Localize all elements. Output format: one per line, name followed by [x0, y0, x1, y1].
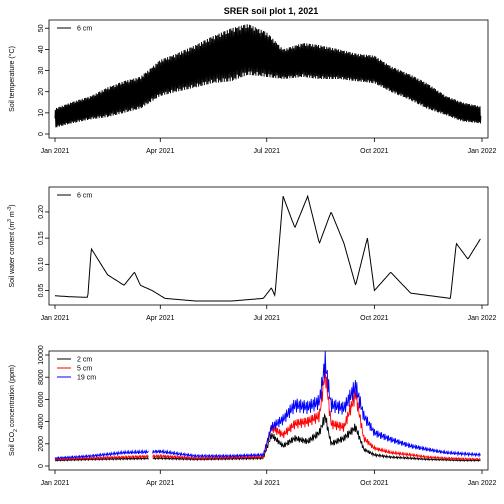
- x-tick-label: Jan 2021: [41, 148, 70, 155]
- y-tick-label: 0: [38, 132, 45, 136]
- y-axis-label-part: 2: [13, 429, 19, 432]
- x-tick-label: Apr 2021: [146, 315, 175, 322]
- y-tick-label: 0.05: [38, 284, 45, 298]
- y-axis-label-part: m: [9, 211, 16, 219]
- x-tick-label: Jan 2022: [468, 480, 497, 487]
- series-line-6cm: [55, 194, 481, 302]
- plot-frame: [48, 19, 489, 139]
- y-tick-label: 2000: [38, 436, 45, 452]
- x-tick-label: Apr 2021: [146, 148, 175, 155]
- chart-panel-2: 0.05 0.10 0.15 0.20 Jan 2021 Apr 2021 Jul 2021…: [7, 186, 497, 322]
- legend-label: 6 cm: [77, 26, 92, 33]
- y-axis-label: Soil temperature (°C): [8, 46, 16, 112]
- x-tick-label: Jul 2021: [254, 315, 281, 322]
- legend-label: 2 cm: [77, 357, 92, 364]
- y-tick-label: 50: [38, 24, 45, 32]
- y-tick-label: 0.10: [38, 257, 45, 271]
- x-tick-label: Apr 2021: [146, 480, 175, 487]
- y-tick-label: 30: [38, 67, 45, 75]
- x-tick-label: Jan 2021: [41, 315, 70, 322]
- y-tick-label: 0.20: [38, 205, 45, 219]
- y-tick-label: 0: [38, 464, 45, 468]
- y-tick-label: 8000: [38, 369, 45, 385]
- y-axis-label: Soil water content (m3 m-3): [7, 204, 16, 287]
- legend-label: 5 cm: [77, 366, 92, 373]
- data-layer: [55, 194, 481, 302]
- y-axis-label-part: Soil CO: [9, 431, 16, 456]
- plot-frame: [48, 350, 489, 471]
- data-layer: [54, 24, 482, 128]
- chart-title: SRER soil plot 1, 2021: [224, 6, 319, 16]
- plot-frame: [48, 186, 489, 306]
- x-tick-label: Oct 2021: [360, 315, 389, 322]
- data-layer: [54, 351, 481, 462]
- y-axis-label-part: ): [9, 204, 16, 206]
- y-tick-label: 10: [38, 109, 45, 117]
- y-tick-label: 10000: [38, 345, 45, 365]
- series-line-6cm: [54, 24, 482, 128]
- legend-label: 6 cm: [77, 193, 92, 200]
- y-tick-label: 6000: [38, 392, 45, 408]
- x-tick-label: Jul 2021: [254, 148, 281, 155]
- x-tick-label: Jan 2021: [41, 480, 70, 487]
- y-axis-label-part: Soil water content (m: [9, 222, 16, 288]
- y-tick-label: 0.15: [38, 231, 45, 245]
- x-tick-label: Jan 2022: [468, 315, 497, 322]
- series-line-19cm: [54, 351, 481, 461]
- x-tick-label: Jan 2022: [468, 148, 497, 155]
- series-line-5cm: [54, 362, 481, 462]
- x-tick-label: Oct 2021: [360, 148, 389, 155]
- y-axis-label-part: Soil temperature (°C): [8, 46, 16, 112]
- y-tick-label: 40: [38, 45, 45, 53]
- legend-label: 19 cm: [77, 375, 96, 382]
- y-axis-label-part: -3: [7, 207, 13, 212]
- y-tick-label: 20: [38, 88, 45, 96]
- y-tick-label: 4000: [38, 414, 45, 430]
- y-axis-label: Soil CO2 concentration (ppm): [9, 365, 19, 456]
- chart-panel-3: 0 2000 4000 6000 8000 10000 Jan 2021 Apr 2021 Ju…: [9, 345, 497, 487]
- x-tick-label: Oct 2021: [360, 480, 389, 487]
- y-axis-label-part: concentration (ppm): [9, 365, 16, 429]
- y-axis-label-part: 3: [7, 219, 13, 222]
- x-tick-label: Jul 2021: [254, 480, 281, 487]
- chart-panel-1: 0 10 20 30 40 50 Jan 2021 Apr 2021 Jul 2021 Oct 2…: [8, 19, 497, 155]
